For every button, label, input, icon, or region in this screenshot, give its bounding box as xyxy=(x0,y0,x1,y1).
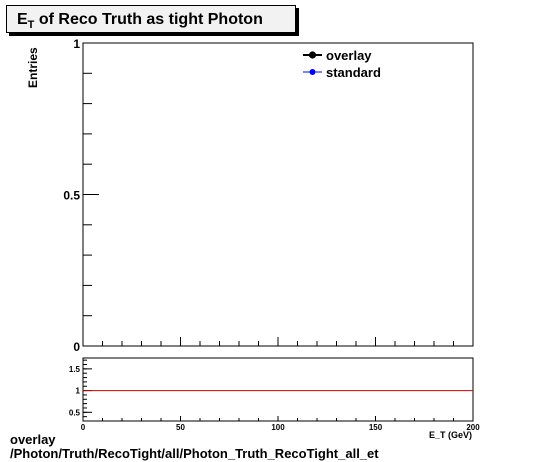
title-main: E xyxy=(17,11,28,28)
y-axis-label: Entries xyxy=(26,47,40,88)
ratio-x-tick-label: 0 xyxy=(81,423,86,432)
ratio-x-tick-label: 50 xyxy=(176,423,185,432)
ratio-frame xyxy=(82,357,474,422)
legend-label: standard xyxy=(326,65,381,80)
legend-label: overlay xyxy=(326,48,372,63)
ratio-y-tick-label: 1 xyxy=(76,387,81,396)
ratio-y-tick-label: 0.5 xyxy=(69,408,81,417)
legend-entry-overlay: overlay xyxy=(303,48,372,63)
title-rest: of Reco Truth as tight Photon xyxy=(34,11,263,28)
ratio-x-tick-label: 200 xyxy=(466,423,480,432)
legend-marker xyxy=(308,51,317,59)
ratio-plot: 0 50 100 150 200 0.5 1 1.5 E_T (GeV) xyxy=(69,357,480,440)
ratio-y-tick-label: 1.5 xyxy=(69,365,81,374)
main-y-tick-label: 0.5 xyxy=(63,189,80,203)
main-plot: 0 0.5 1 Entries overlay standard xyxy=(26,37,474,354)
title-box: ET of Reco Truth as tight Photon xyxy=(6,5,296,33)
main-frame xyxy=(82,42,474,347)
footer-histogram-path: /Photon/Truth/RecoTight/all/Photon_Truth… xyxy=(10,446,379,461)
title-subscript: T xyxy=(27,19,35,32)
x-axis-label: E_T (GeV) xyxy=(429,430,472,440)
chart-title: ET of Reco Truth as tight Photon xyxy=(17,11,263,31)
legend-marker xyxy=(309,69,316,75)
ratio-x-tick-label: 100 xyxy=(271,423,285,432)
legend-entry-standard: standard xyxy=(303,65,381,80)
ratio-x-tick-label: 150 xyxy=(369,423,383,432)
main-y-tick-label: 1 xyxy=(73,37,80,51)
footer-sample-label: overlay xyxy=(10,432,56,447)
main-y-tick-label: 0 xyxy=(73,340,80,354)
